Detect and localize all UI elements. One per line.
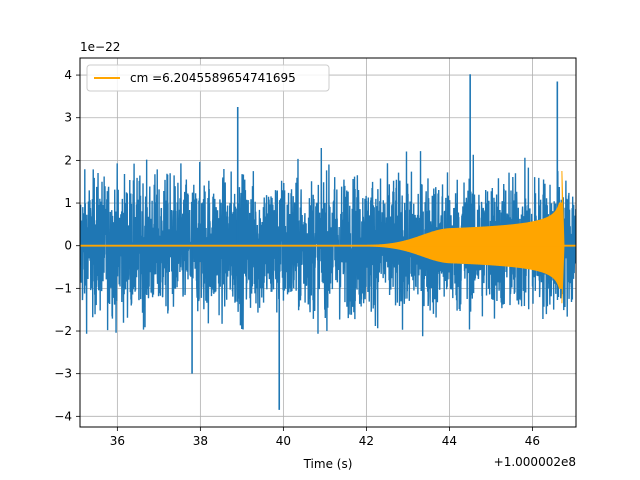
legend-label: cm =6.2045589654741695	[130, 71, 296, 85]
legend: cm =6.2045589654741695	[86, 64, 330, 92]
x-tick-label-2: 40	[276, 434, 291, 448]
series-noise-line	[80, 147, 576, 337]
axes-frame	[79, 57, 577, 428]
legend-box	[86, 64, 330, 92]
x-tick-label-0: 36	[110, 434, 125, 448]
x-tick-label-3: 42	[359, 434, 374, 448]
x-axis-label: Time (s)	[303, 457, 353, 471]
y-tick-label-4: 0	[64, 239, 72, 253]
x-axis-offset-label: +1.000002e8	[494, 455, 576, 469]
x-tick-label-4: 44	[442, 434, 457, 448]
y-tick-label-8: 4	[64, 68, 72, 82]
x-tick-label-5: 46	[525, 434, 540, 448]
x-tick-label-1: 38	[193, 434, 208, 448]
axis-ticks: 36 38 40 42 44 46 −4 −3 −2 −1 0 1 2 3 4	[54, 68, 540, 448]
y-tick-label-0: −4	[54, 409, 72, 423]
y-tick-label-1: −3	[54, 367, 72, 381]
y-axis-scale-label: 1e−22	[80, 40, 120, 54]
y-tick-label-3: −1	[54, 281, 72, 295]
plot-area	[80, 74, 576, 410]
y-tick-label-5: 1	[64, 196, 72, 210]
y-tick-label-7: 3	[64, 111, 72, 125]
y-tick-label-6: 2	[64, 153, 72, 167]
y-tick-label-2: −2	[54, 324, 72, 338]
